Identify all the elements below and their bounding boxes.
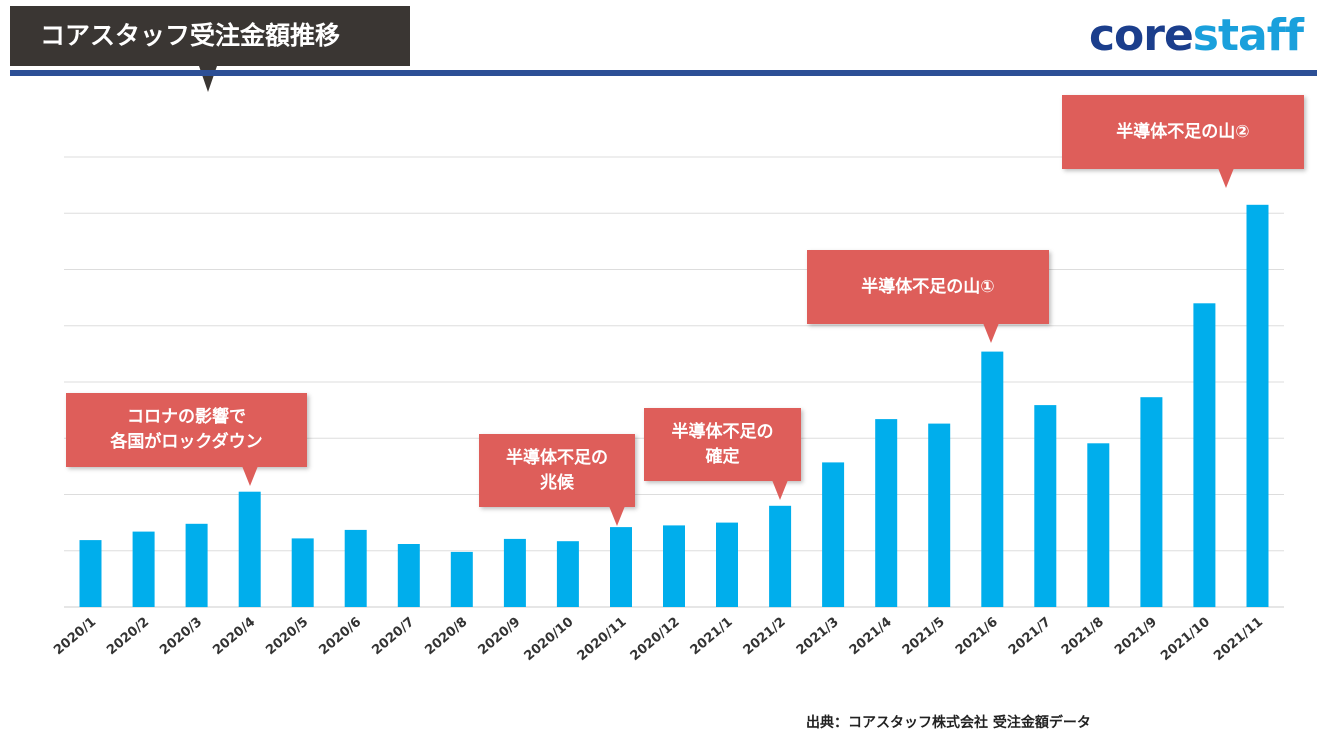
bar-2021/5	[928, 423, 951, 607]
x-tick-label: 2020/1	[51, 615, 99, 659]
x-tick-label: 2020/11	[575, 615, 630, 664]
bar-2020/3	[185, 523, 208, 608]
bar-2021/10	[1193, 303, 1216, 608]
bar-2020/1	[79, 540, 102, 607]
bar-2021/11	[1246, 204, 1269, 608]
x-tick-label: 2020/9	[476, 615, 524, 659]
bar-2020/8	[450, 551, 473, 607]
bar-2021/2	[769, 505, 792, 608]
callout-shortage-confirmed: 半導体不足の 確定	[644, 408, 801, 500]
chart-title: コアスタッフ受注金額推移	[10, 6, 410, 66]
x-tick-label: 2020/10	[522, 615, 577, 664]
bar-2020/12	[663, 525, 685, 607]
bar-2021/9	[1140, 397, 1163, 607]
x-tick-label: 2021/10	[1158, 615, 1213, 664]
corestaff-logo: corestaff	[1088, 6, 1304, 66]
x-tick-label: 2021/11	[1211, 615, 1266, 664]
x-tick-label: 2021/5	[900, 615, 948, 659]
x-tick-label: 2021/3	[794, 615, 842, 659]
x-tick-label: 2020/3	[157, 615, 205, 659]
logo-core-text: core	[1088, 10, 1194, 61]
x-tick-label: 2020/7	[369, 615, 417, 659]
callout-lockdown: コロナの影響で 各国がロックダウン	[66, 393, 307, 486]
x-tick-label: 2021/9	[1112, 615, 1160, 659]
bar-2020/9	[503, 538, 526, 607]
x-tick-label: 2021/2	[741, 615, 789, 659]
callout-shortage-sign: 半導体不足の 兆候	[479, 434, 635, 526]
callout-shortage-peak-2: 半導体不足の山②	[1062, 95, 1304, 188]
bar-2021/6	[981, 351, 1004, 607]
callout-shortage-peak-1: 半導体不足の山①	[807, 250, 1049, 343]
bar-2020/2	[132, 531, 155, 607]
bar-2021/7	[1034, 405, 1057, 607]
x-tick-label: 2021/7	[1006, 615, 1054, 659]
bar-2020/6	[344, 529, 367, 607]
bar-2021/3	[822, 462, 845, 607]
x-tick-label: 2020/2	[104, 615, 152, 659]
x-tick-label: 2021/8	[1059, 615, 1107, 659]
x-tick-label: 2021/4	[847, 615, 895, 659]
bar-2020/10	[556, 541, 579, 607]
bar-2020/5	[291, 538, 314, 607]
x-tick-label: 2020/8	[422, 615, 470, 659]
bar-2021/4	[875, 419, 898, 607]
x-tick-label: 2021/6	[953, 615, 1001, 659]
x-tick-label: 2020/5	[263, 615, 311, 659]
bar-2020/7	[397, 544, 420, 607]
bar-2021/8	[1087, 443, 1110, 607]
bar-2021/1	[716, 522, 738, 607]
bar-2020/11	[610, 527, 632, 607]
source-note: 出典：コアスタッフ株式会社 受注金額データ	[806, 715, 1091, 731]
logo-staff-text: staff	[1192, 10, 1304, 61]
x-tick-label: 2020/12	[628, 615, 683, 664]
bar-2020/4	[238, 491, 261, 607]
header-rule	[10, 70, 1317, 76]
x-tick-label: 2021/1	[688, 615, 736, 659]
x-tick-label: 2020/6	[316, 615, 364, 659]
x-tick-label: 2020/4	[210, 615, 258, 659]
